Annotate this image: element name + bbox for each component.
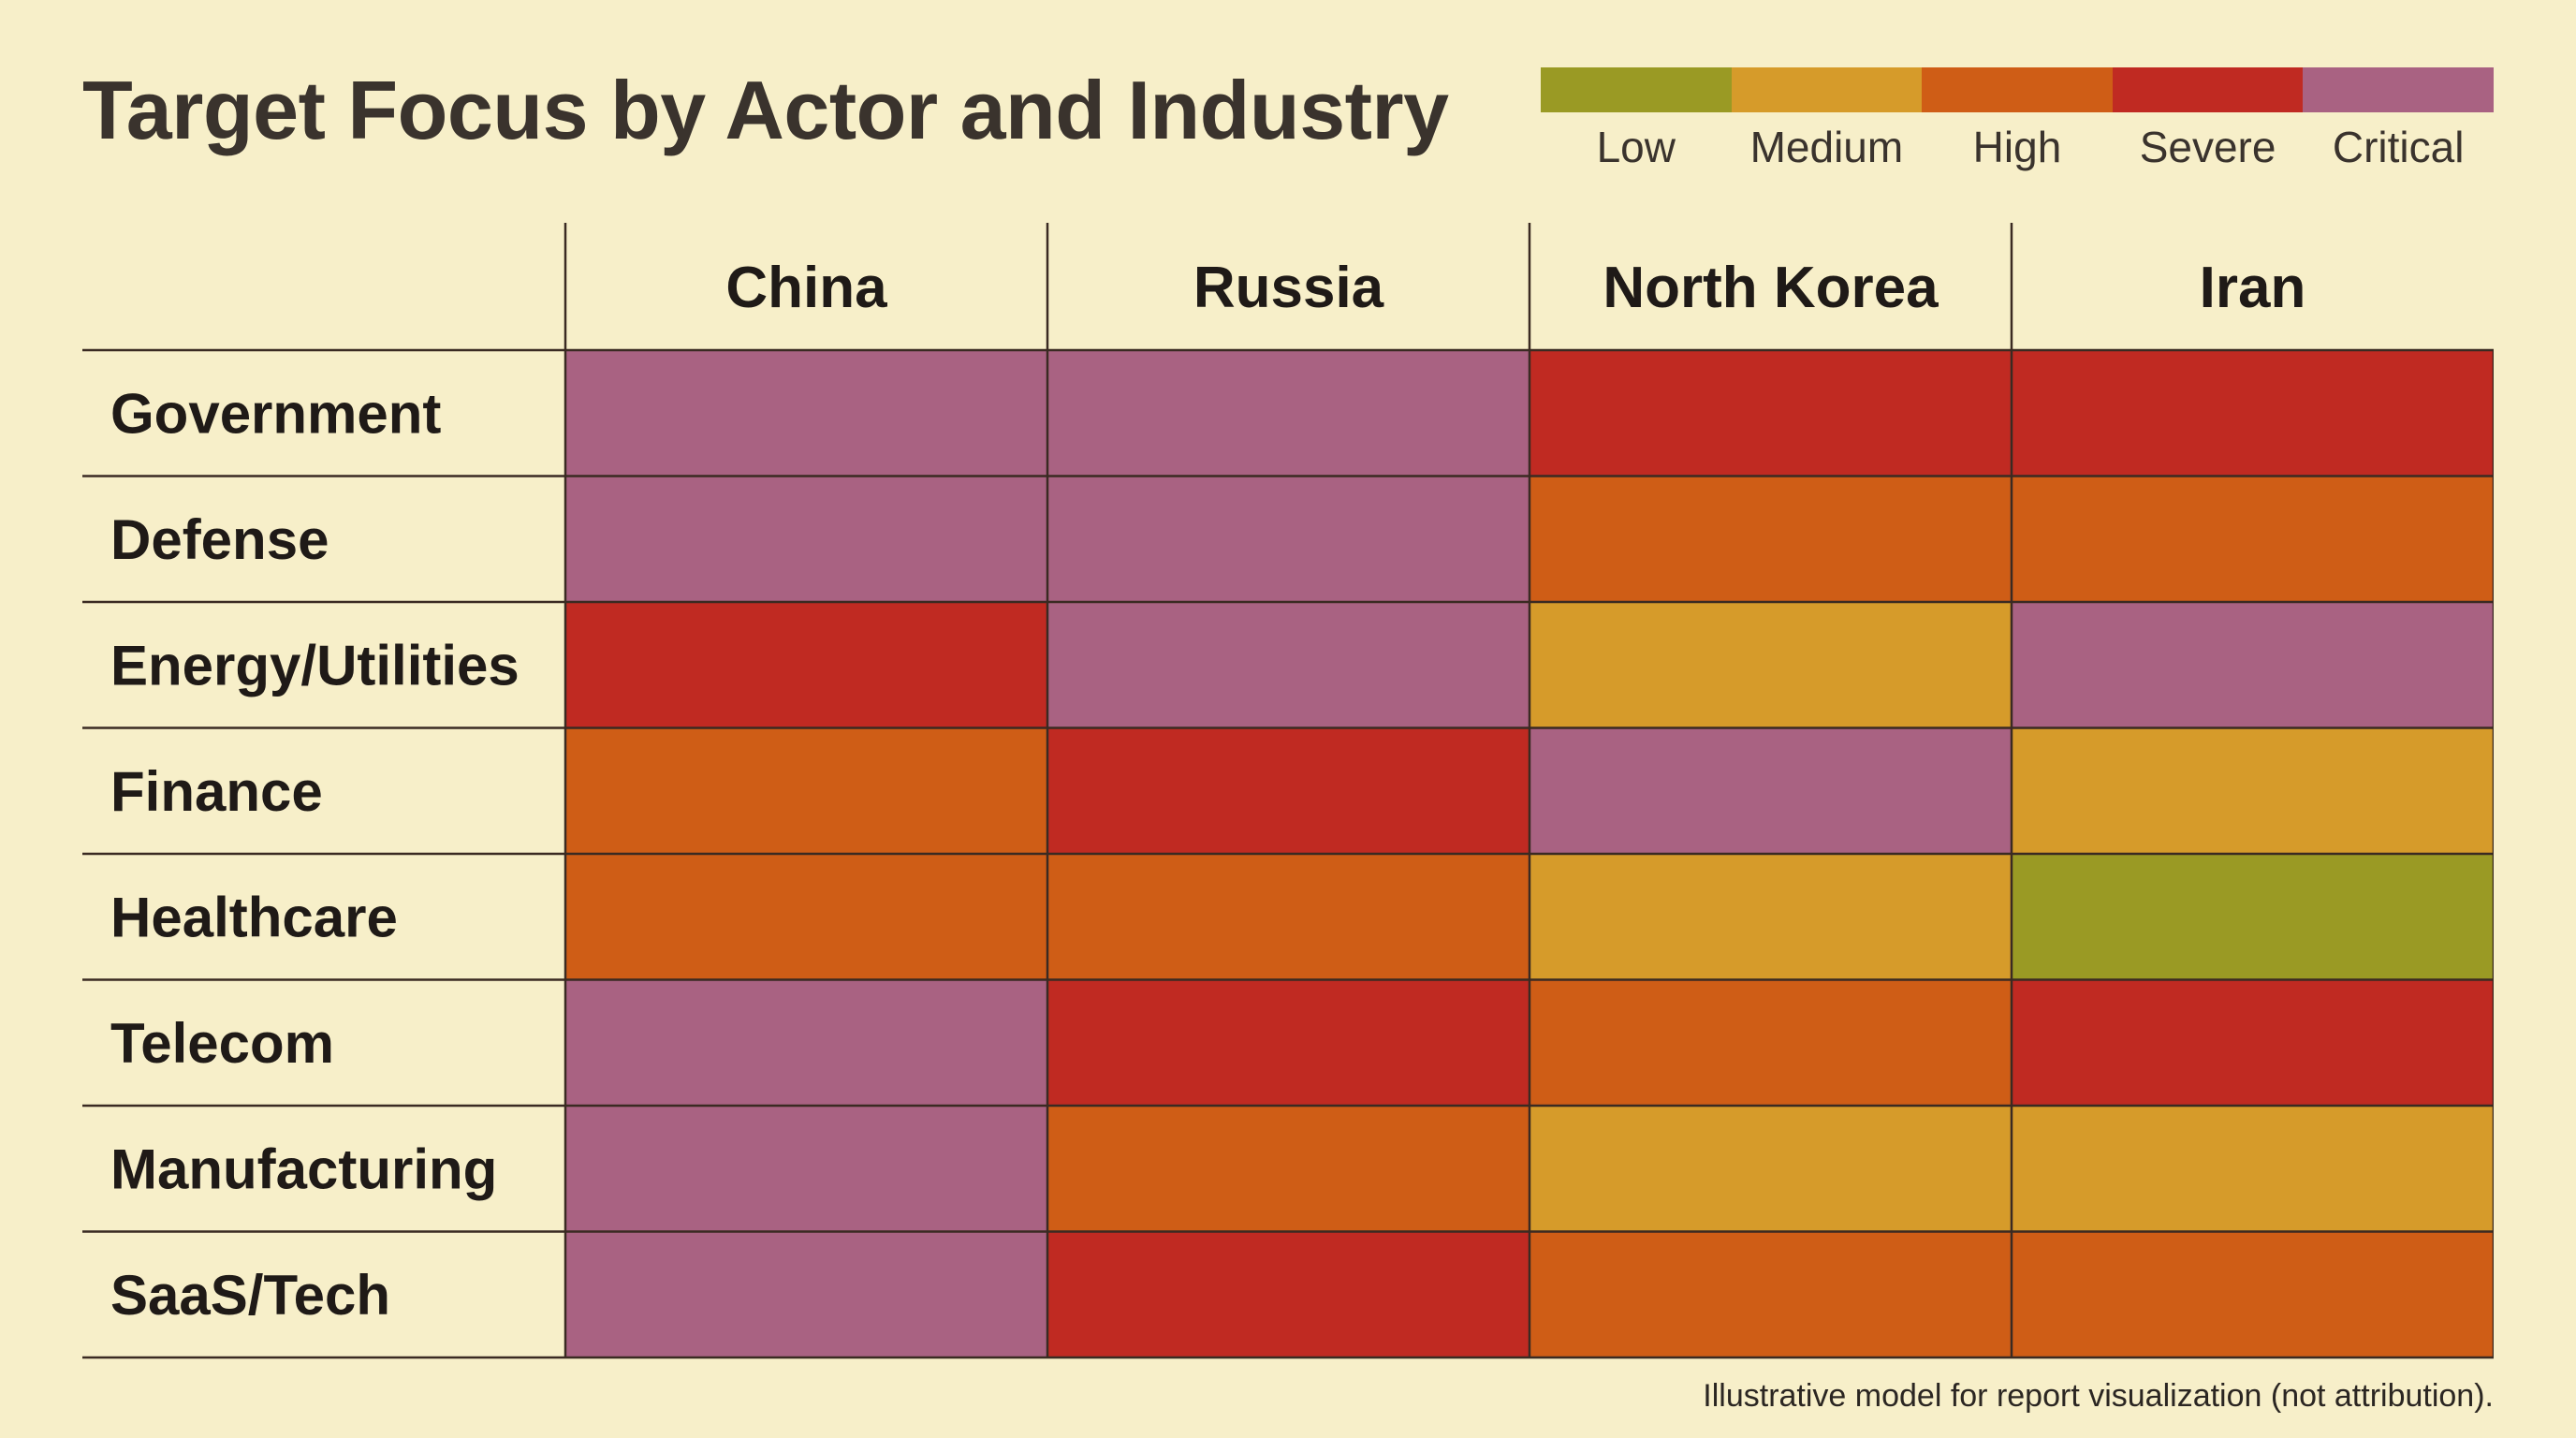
cell-energy-utilities-north-korea [1530, 602, 2012, 728]
cell-telecom-china [565, 979, 1047, 1106]
column-header-russia: Russia [1193, 256, 1384, 320]
cell-telecom-north-korea [1530, 979, 2012, 1106]
column-header-iran: Iran [2200, 256, 2306, 320]
legend-labels: Low Medium High Severe Critical [1541, 122, 2494, 172]
legend-label-high: High [1972, 123, 2062, 171]
legend-swatch-low [1541, 67, 1732, 112]
cell-defense-iran [2012, 476, 2494, 602]
cell-energy-utilities-iran [2012, 602, 2494, 728]
cell-finance-north-korea [1530, 727, 2012, 854]
legend-label-critical: Critical [2332, 123, 2465, 171]
row-label-finance: Finance [110, 760, 323, 823]
cell-telecom-russia [1047, 979, 1530, 1106]
cell-finance-iran [2012, 727, 2494, 854]
legend-swatch-high [1922, 67, 2113, 112]
legend-color-bar [1541, 67, 2494, 112]
cell-government-china [565, 350, 1047, 477]
row-label-energy-utilities: Energy/Utilities [110, 634, 520, 697]
column-header-china: China [725, 256, 887, 320]
cell-manufacturing-russia [1047, 1106, 1530, 1232]
cell-manufacturing-iran [2012, 1106, 2494, 1232]
row-label-government: Government [110, 382, 441, 445]
cell-saas-tech-iran [2012, 1231, 2494, 1357]
legend-label-severe: Severe [2139, 123, 2276, 171]
cell-healthcare-china [565, 854, 1047, 980]
heatmap-svg: China Russia North Korea Iran Government Defe… [82, 223, 2494, 1359]
cell-finance-russia [1047, 727, 1530, 854]
row-label-defense: Defense [110, 508, 329, 571]
cell-government-russia [1047, 350, 1530, 477]
row-label-manufacturing: Manufacturing [110, 1137, 497, 1200]
legend-swatch-medium [1731, 67, 1923, 112]
row-label-saas-tech: SaaS/Tech [110, 1264, 390, 1327]
cell-saas-tech-north-korea [1530, 1231, 2012, 1357]
cell-saas-tech-china [565, 1231, 1047, 1357]
row-label-telecom: Telecom [110, 1012, 334, 1075]
cell-defense-russia [1047, 476, 1530, 602]
heatmap-chart: China Russia North Korea Iran Government Defe… [82, 223, 2494, 1361]
legend-label-medium: Medium [1749, 123, 1904, 171]
row-label-healthcare: Healthcare [110, 886, 398, 948]
cell-healthcare-north-korea [1530, 854, 2012, 980]
cell-saas-tech-russia [1047, 1231, 1530, 1357]
cell-manufacturing-china [565, 1106, 1047, 1232]
legend-swatch-critical [2303, 67, 2494, 112]
footnote: Illustrative model for report visualizat… [1703, 1378, 2494, 1414]
legend-label-low: Low [1596, 123, 1676, 171]
cell-finance-china [565, 727, 1047, 854]
cell-healthcare-iran [2012, 854, 2494, 980]
legend: Low Medium High Severe Critical [1541, 67, 2494, 172]
cell-defense-china [565, 476, 1047, 602]
cell-government-iran [2012, 350, 2494, 477]
cell-defense-north-korea [1530, 476, 2012, 602]
column-header-north-korea: North Korea [1603, 256, 1939, 320]
cell-government-north-korea [1530, 350, 2012, 477]
cell-energy-utilities-russia [1047, 602, 1530, 728]
cell-healthcare-russia [1047, 854, 1530, 980]
cell-telecom-iran [2012, 979, 2494, 1106]
legend-swatch-severe [2112, 67, 2304, 112]
cell-energy-utilities-china [565, 602, 1047, 728]
chart-title: Target Focus by Actor and Industry [82, 64, 1449, 156]
cell-manufacturing-north-korea [1530, 1106, 2012, 1232]
